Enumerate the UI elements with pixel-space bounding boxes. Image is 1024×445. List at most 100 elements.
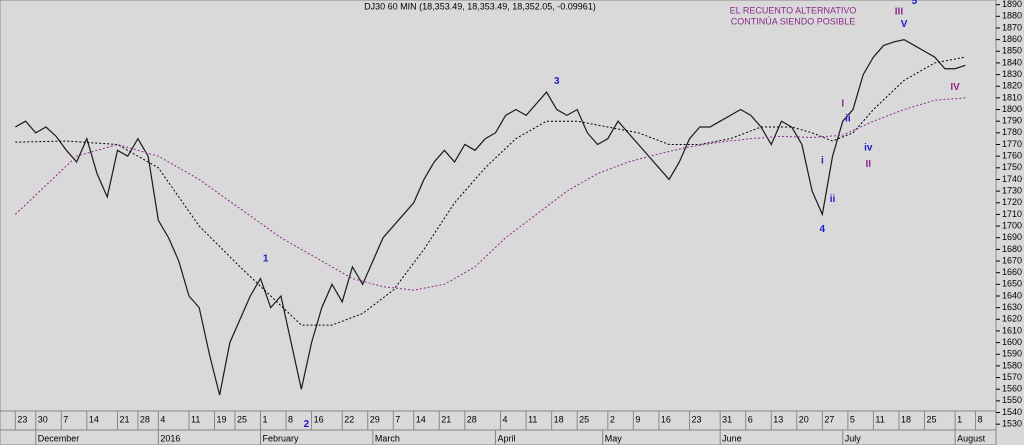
wave-label: iv bbox=[864, 143, 873, 154]
y-tick-label: 1840 bbox=[1002, 57, 1022, 67]
x-tick-label: 11 bbox=[528, 414, 537, 424]
x-tick-label: 25 bbox=[926, 414, 936, 424]
series-line bbox=[14, 97, 966, 291]
y-tick-label: 1760 bbox=[1002, 151, 1022, 161]
x-tick-label: 11 bbox=[191, 414, 200, 424]
month-label: 2016 bbox=[160, 433, 180, 443]
y-tick-label: 1630 bbox=[1002, 302, 1022, 312]
y-tick-label: 1700 bbox=[1002, 220, 1022, 230]
x-tick-label: 30 bbox=[38, 414, 48, 424]
x-tick-label: 21 bbox=[119, 414, 129, 424]
x-tick-label: 11 bbox=[875, 414, 884, 424]
series-line bbox=[15, 38, 966, 396]
x-tick-label: 19 bbox=[217, 414, 227, 424]
y-tick-label: 1720 bbox=[1002, 197, 1022, 207]
x-tick-label: 14 bbox=[416, 414, 426, 424]
month-strip bbox=[0, 429, 997, 445]
plot-area bbox=[0, 0, 997, 431]
month-label: June bbox=[722, 433, 742, 443]
wave-label: II bbox=[866, 159, 872, 170]
month-label: April bbox=[497, 433, 515, 443]
x-tick-label: 1 bbox=[262, 414, 267, 424]
wave-label: ii bbox=[845, 114, 851, 125]
y-tick-label: 1620 bbox=[1002, 314, 1022, 324]
y-tick-label: 1660 bbox=[1002, 267, 1022, 277]
x-tick-label: 16 bbox=[314, 414, 324, 424]
x-tick-label: 18 bbox=[554, 414, 564, 424]
x-tick-label: 9 bbox=[635, 414, 640, 424]
y-tick-label: 1730 bbox=[1002, 185, 1022, 195]
x-tick-label: 20 bbox=[799, 414, 809, 424]
wave-label: V bbox=[901, 19, 908, 30]
y-tick-label: 1750 bbox=[1002, 162, 1022, 172]
y-tick-label: 1860 bbox=[1002, 34, 1022, 44]
wave-label: IV bbox=[950, 82, 960, 93]
y-tick-label: 1570 bbox=[1002, 372, 1022, 382]
y-tick-label: 1830 bbox=[1002, 69, 1022, 79]
x-tick-label: 7 bbox=[395, 414, 400, 424]
y-tick-label: 1820 bbox=[1002, 81, 1022, 91]
x-tick-label: 28 bbox=[140, 414, 150, 424]
month-label: May bbox=[605, 433, 623, 443]
month-label: February bbox=[262, 433, 299, 443]
wave-label: i bbox=[821, 155, 824, 166]
month-label: December bbox=[38, 433, 80, 443]
series-line bbox=[15, 56, 966, 326]
y-tick-label: 1800 bbox=[1002, 104, 1022, 114]
x-tick-label: 16 bbox=[661, 414, 671, 424]
y-tick-label: 1770 bbox=[1002, 139, 1022, 149]
x-tick-label: 31 bbox=[722, 414, 732, 424]
y-tick-label: 1640 bbox=[1002, 290, 1022, 300]
x-tick-label: 4 bbox=[503, 414, 508, 424]
x-tick-label: 7 bbox=[63, 414, 68, 424]
note: CONTINÚA SIENDO POSIBLE bbox=[731, 16, 856, 26]
wave-label: III bbox=[895, 6, 904, 17]
y-tick-label: 1680 bbox=[1002, 244, 1022, 254]
y-tick-label: 1650 bbox=[1002, 279, 1022, 289]
x-tick-label: 25 bbox=[237, 414, 247, 424]
month-label: August bbox=[957, 433, 986, 443]
y-tick-label: 1610 bbox=[1002, 325, 1022, 335]
x-tick-label: 8 bbox=[288, 414, 293, 424]
x-tick-label: 5 bbox=[850, 414, 855, 424]
y-tick-label: 1530 bbox=[1002, 419, 1022, 429]
y-tick-label: 1890 bbox=[1002, 0, 1022, 9]
x-tick-label: 27 bbox=[824, 414, 834, 424]
x-tick-label: 13 bbox=[773, 414, 783, 424]
y-tick-label: 1790 bbox=[1002, 116, 1022, 126]
x-tick-label: 2 bbox=[610, 414, 615, 424]
y-tick-label: 1690 bbox=[1002, 232, 1022, 242]
y-tick-label: 1880 bbox=[1002, 11, 1022, 21]
wave-label: I bbox=[841, 98, 844, 109]
wave-label: 1 bbox=[263, 253, 269, 264]
y-tick-label: 1810 bbox=[1002, 92, 1022, 102]
y-tick-label: 1850 bbox=[1002, 46, 1022, 56]
x-tick-label: 8 bbox=[978, 414, 983, 424]
x-tick-label: 21 bbox=[441, 414, 451, 424]
y-tick-label: 1670 bbox=[1002, 255, 1022, 265]
x-tick-label: 23 bbox=[692, 414, 702, 424]
wave-label: 4 bbox=[820, 224, 826, 235]
y-tick-label: 1580 bbox=[1002, 360, 1022, 370]
month-label: March bbox=[375, 433, 400, 443]
x-tick-label: 1 bbox=[957, 414, 962, 424]
y-tick-label: 1780 bbox=[1002, 127, 1022, 137]
y-tick-label: 1710 bbox=[1002, 209, 1022, 219]
y-tick-label: 1540 bbox=[1002, 407, 1022, 417]
chart-title: DJ30 60 MIN (18,353.49, 18,353.49, 18,35… bbox=[364, 1, 596, 11]
y-tick-label: 1560 bbox=[1002, 384, 1022, 394]
wave-label: 5 bbox=[911, 0, 917, 7]
x-tick-label: 14 bbox=[89, 414, 99, 424]
wave-label: ii bbox=[830, 194, 836, 205]
x-tick-label: 25 bbox=[579, 414, 589, 424]
x-tick-label: 4 bbox=[160, 414, 165, 424]
x-tick-label: 22 bbox=[344, 414, 354, 424]
x-tick-label: 18 bbox=[901, 414, 911, 424]
month-label: July bbox=[845, 433, 862, 443]
wave-label: 2 bbox=[304, 419, 310, 430]
note: EL RECUENTO ALTERNATIVO bbox=[730, 5, 857, 15]
y-tick-label: 1600 bbox=[1002, 337, 1022, 347]
x-tick-label: 28 bbox=[467, 414, 477, 424]
x-tick-label: 6 bbox=[748, 414, 753, 424]
